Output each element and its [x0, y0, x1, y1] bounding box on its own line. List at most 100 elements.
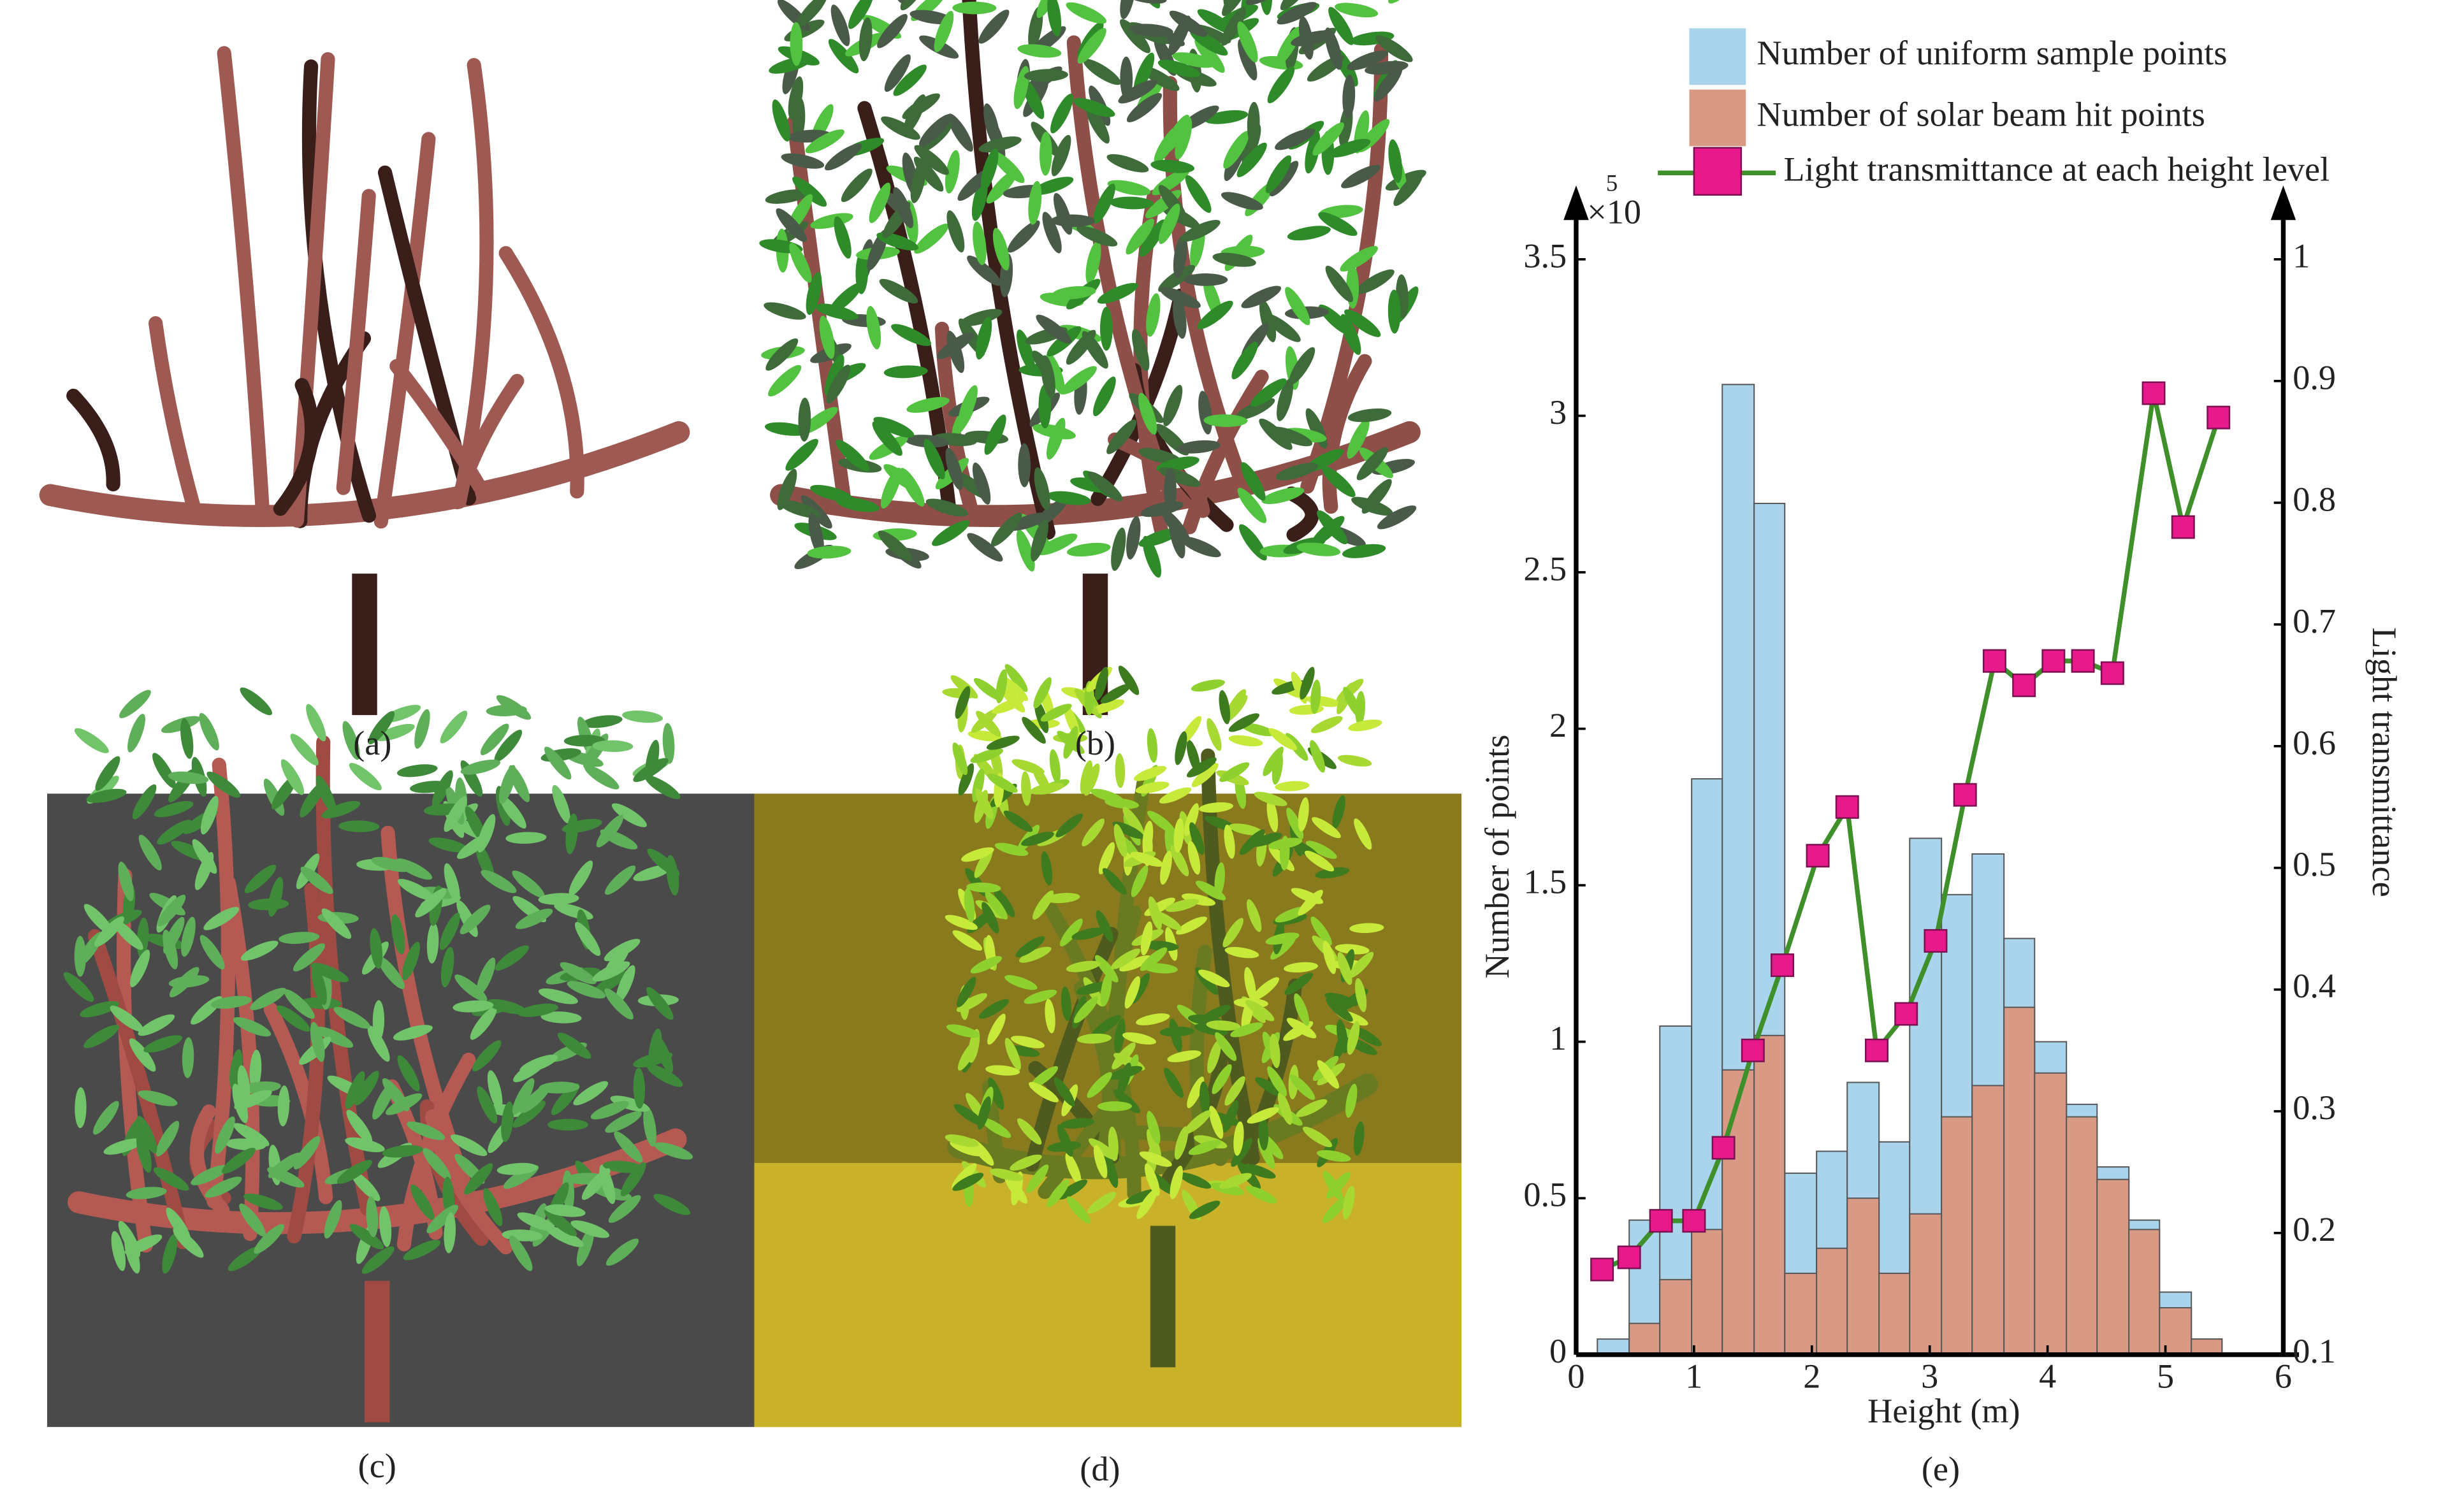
leaf [129, 1038, 156, 1072]
leaf [382, 1145, 423, 1158]
leaf [830, 4, 850, 47]
leaf [1312, 122, 1344, 156]
legend-label: Light transmittance at each height level [1783, 150, 2330, 189]
leaf [210, 995, 252, 1009]
leaf [1142, 820, 1154, 855]
leaf [1173, 235, 1187, 279]
leaf [1219, 690, 1231, 725]
marker [1806, 844, 1830, 868]
leaf [1120, 56, 1133, 101]
leaf [342, 721, 360, 760]
leaf [498, 765, 516, 804]
leaf [869, 182, 891, 224]
leaf [1276, 26, 1301, 66]
bar [2128, 1229, 2161, 1356]
leaf [1259, 0, 1273, 15]
leaf [1111, 948, 1141, 969]
leaf [1147, 1129, 1162, 1162]
leaf [960, 308, 1003, 327]
y2-tick-label: 1 [2293, 236, 2310, 275]
leaf [1252, 977, 1279, 1001]
leaf [505, 832, 547, 844]
leaf [1348, 719, 1382, 732]
leaf [1249, 832, 1283, 847]
leaf [884, 54, 911, 92]
leaf [1159, 851, 1172, 885]
leaf [945, 447, 964, 491]
leaf [544, 746, 572, 780]
leaf [633, 1067, 646, 1109]
leaf [1177, 440, 1221, 454]
leaf [1237, 488, 1267, 523]
leaf [306, 704, 326, 742]
leaf [828, 39, 859, 74]
leaf [960, 847, 994, 862]
leaf [310, 962, 349, 983]
x-tick-label: 0 [1567, 1357, 1584, 1396]
leaf [1017, 1118, 1042, 1145]
leaf [1109, 196, 1154, 210]
leaf [1180, 220, 1221, 242]
leaf [1133, 52, 1155, 94]
leaf [807, 546, 852, 559]
leaf [113, 920, 143, 950]
leaf [1066, 2, 1107, 24]
marker [1617, 1245, 1641, 1269]
leaf [239, 1203, 266, 1237]
leaf [240, 1081, 281, 1094]
leaf [574, 922, 601, 957]
leaf [138, 834, 162, 871]
bar [1941, 1116, 1973, 1356]
leaf [1004, 1176, 1028, 1204]
leaf [662, 723, 675, 764]
leaf [1224, 1076, 1245, 1106]
leaf [829, 282, 863, 314]
leaf [1144, 1163, 1160, 1196]
leaf [798, 397, 811, 442]
leaf [1119, 955, 1152, 972]
leaf [495, 945, 529, 971]
leaf [1133, 765, 1167, 781]
leaf [161, 716, 201, 734]
leaf [1271, 426, 1313, 447]
leaf [1094, 1145, 1108, 1178]
leaf [444, 863, 460, 903]
leaf [228, 1246, 263, 1271]
leaf [361, 1246, 395, 1274]
leaf [986, 735, 1020, 750]
leaf [426, 922, 439, 964]
leaf [86, 788, 127, 803]
leaf [1124, 976, 1140, 1009]
leaf [1266, 798, 1279, 832]
leaf [1221, 7, 1246, 46]
leaf [1045, 893, 1080, 904]
leaf [1224, 946, 1259, 958]
leaf [1296, 1099, 1328, 1117]
leaf [310, 1022, 325, 1062]
leaf [654, 1142, 693, 1160]
leaf [476, 957, 496, 996]
leaf [1175, 731, 1187, 765]
leaf [538, 988, 578, 1004]
leaf [1001, 677, 1028, 702]
leaf [576, 1227, 595, 1266]
y-multiplier: ×10 [1587, 192, 1641, 231]
leaf [1004, 975, 1038, 990]
leaf [1028, 181, 1042, 225]
bar [1628, 1322, 1661, 1356]
leaf [966, 882, 1001, 893]
leaf [1199, 1081, 1210, 1117]
leaf [592, 740, 634, 752]
leaf [494, 730, 523, 762]
leaf [1189, 822, 1205, 855]
leaf [367, 1025, 390, 1062]
leaf [168, 771, 209, 785]
leaf [181, 916, 196, 957]
leaf [483, 1188, 503, 1226]
leaf [338, 820, 380, 832]
leaf [1388, 289, 1401, 334]
leaf [1016, 530, 1035, 572]
leaf [444, 796, 467, 832]
leaf [1347, 419, 1370, 459]
leaf [379, 1206, 392, 1247]
